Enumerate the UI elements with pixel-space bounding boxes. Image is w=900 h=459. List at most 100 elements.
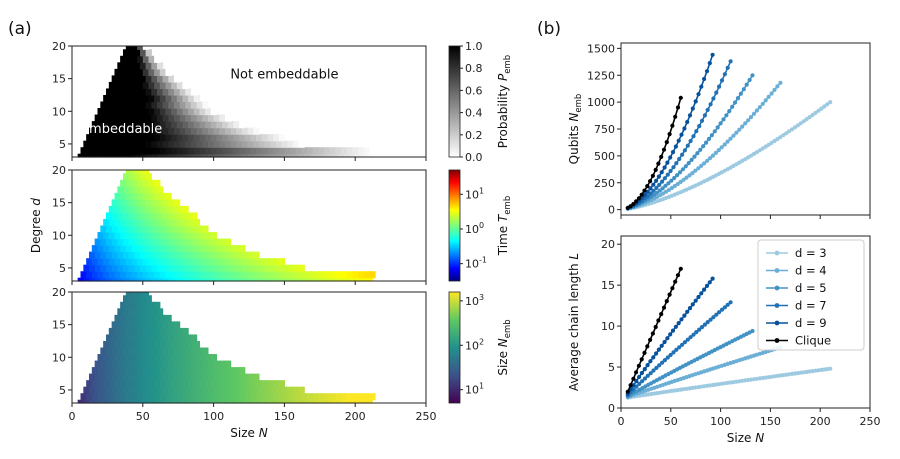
heatmap-cell — [114, 271, 121, 279]
heatmap-cell — [219, 373, 226, 381]
data-point — [717, 84, 722, 89]
heatmap-cell — [250, 134, 257, 142]
heatmap-cell — [137, 314, 144, 322]
data-point — [665, 336, 670, 341]
heatmap-cell — [275, 386, 283, 394]
heatmap-cell — [142, 94, 150, 103]
heatmap-cell — [103, 393, 110, 401]
heatmap-cell — [114, 68, 121, 76]
data-point — [702, 76, 707, 82]
heatmap-cell — [275, 153, 283, 158]
heatmap-cell — [165, 147, 172, 155]
heatmap-cell — [261, 271, 268, 279]
heatmap-cell — [182, 258, 189, 266]
legend-marker — [774, 250, 780, 256]
heatmap-cell — [188, 258, 195, 266]
heatmap-cell — [230, 264, 237, 272]
heatmap-cell — [156, 62, 164, 70]
heatmap-cell — [154, 192, 161, 200]
data-point — [685, 119, 690, 125]
heatmap-cell — [230, 153, 237, 158]
data-point — [702, 161, 707, 166]
heatmap-cell — [171, 134, 178, 142]
heatmap-cell — [148, 367, 155, 375]
heatmap-cell — [139, 386, 147, 394]
heatmap-cell — [171, 232, 178, 240]
heatmap-cell — [120, 134, 127, 142]
heatmap-cell — [171, 81, 178, 90]
heatmap-cell — [190, 114, 198, 122]
heatmap-cell — [162, 347, 169, 355]
heatmap-cell — [117, 88, 124, 96]
heatmap-cell — [244, 393, 252, 401]
heatmap-cell — [165, 314, 172, 322]
heatmap-cell — [239, 134, 246, 142]
heatmap-cell — [196, 277, 203, 282]
heatmap-cell — [137, 367, 144, 375]
heatmap-cell — [94, 140, 101, 148]
heatmap-cell — [117, 277, 124, 282]
data-point — [675, 273, 681, 278]
heatmap-cell — [355, 399, 362, 404]
heatmap-cell — [128, 101, 135, 109]
heatmap-cell — [210, 380, 218, 388]
data-point — [766, 94, 771, 99]
heatmap-cell — [142, 170, 150, 174]
heatmap-cell — [86, 271, 93, 279]
heatmap-cell — [193, 108, 201, 116]
heatmap-cell — [312, 393, 319, 401]
heatmap-cell — [122, 238, 130, 246]
data-point — [737, 127, 742, 132]
heatmap-cell — [128, 225, 135, 233]
heatmap-cell — [341, 393, 348, 401]
heatmap-cell — [176, 380, 184, 388]
heatmap-cell — [292, 386, 300, 394]
heatmap-cell — [100, 238, 107, 246]
heatmap-cell — [360, 399, 368, 404]
heatmap-cell — [168, 334, 175, 342]
heatmap-cell — [120, 258, 127, 266]
heatmap-cell — [270, 399, 277, 404]
data-point — [757, 105, 762, 110]
data-point — [667, 292, 672, 297]
heatmap-cell — [193, 340, 201, 349]
heatmap-cell — [171, 340, 178, 349]
data-point — [670, 150, 676, 155]
data-point — [689, 157, 694, 162]
data-point — [636, 196, 642, 201]
heatmap-cell — [363, 393, 370, 401]
heatmap-cell — [117, 140, 124, 148]
heatmap-cell — [111, 114, 118, 122]
heatmap-cell — [103, 147, 110, 155]
heatmap-cell — [131, 232, 138, 240]
heatmap-cell — [148, 354, 155, 362]
heatmap-cell — [199, 393, 206, 401]
data-point — [663, 183, 668, 188]
data-point — [697, 124, 702, 129]
heatmap-cell — [165, 380, 172, 388]
data-point — [714, 90, 719, 95]
legend-label: d = 9 — [795, 316, 827, 330]
heatmap-cell — [88, 399, 96, 404]
heatmap-cell — [307, 393, 314, 401]
heatmap-cell — [227, 134, 235, 142]
x-tick-label: 150 — [760, 415, 781, 428]
heatmap-cell — [125, 179, 133, 187]
y-tick-label: 500 — [594, 150, 615, 163]
heatmap-cell — [145, 277, 152, 282]
data-point — [750, 328, 755, 334]
heatmap-cell — [176, 205, 184, 214]
heatmap-cell — [205, 147, 212, 155]
data-point — [798, 121, 803, 126]
data-point — [657, 188, 662, 193]
heatmap-cell — [264, 153, 271, 158]
heatmap-cell — [168, 88, 175, 96]
heatmap-cell — [134, 399, 141, 404]
heatmap-cell — [114, 354, 121, 362]
heatmap-cell — [111, 88, 118, 96]
heatmap-cell — [151, 264, 158, 272]
heatmap-cell — [125, 108, 133, 116]
heatmap-cell — [247, 373, 254, 381]
heatmap-cell — [295, 271, 302, 279]
heatmap-cell — [77, 153, 84, 158]
